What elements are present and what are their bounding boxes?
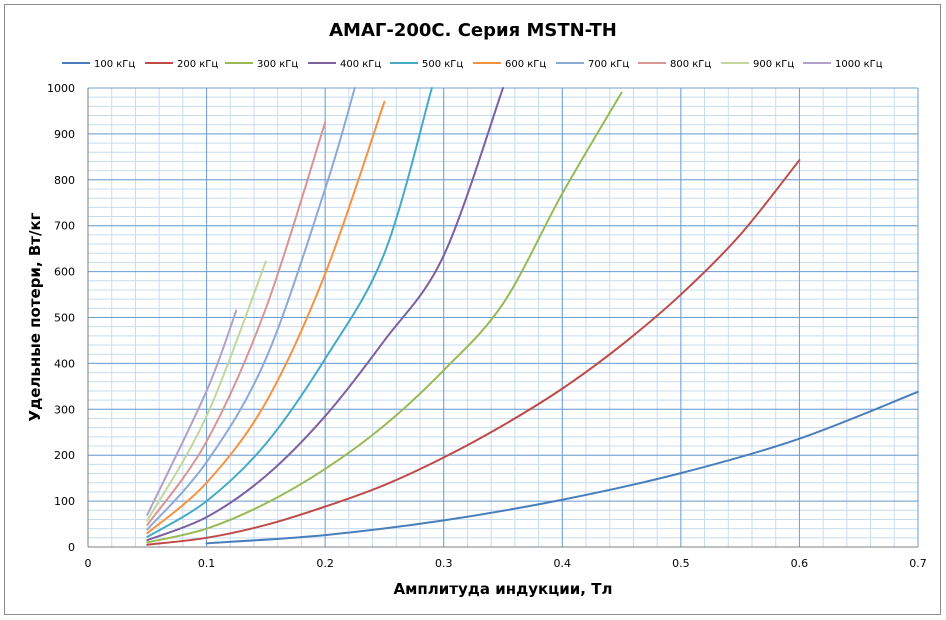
y-tick-label: 300 — [54, 403, 75, 416]
y-tick-label: 900 — [54, 128, 75, 141]
x-tick-label: 0.7 — [909, 557, 927, 570]
legend-label: 800 кГц — [670, 59, 711, 70]
legend-entry: 100 кГц — [62, 59, 135, 70]
y-tick-label: 500 — [54, 312, 75, 325]
legend-entry: 800 кГц — [638, 59, 711, 70]
legend-label: 500 кГц — [422, 59, 463, 70]
series-line-9 — [146, 260, 267, 522]
x-axis-label: Амплитуда индукции, Тл — [394, 580, 613, 598]
legend-label: 1000 кГц — [835, 59, 883, 70]
x-tick-label: 0 — [85, 557, 92, 570]
y-tick-label: 600 — [54, 266, 75, 279]
series-line-3 — [146, 91, 623, 544]
legend-label: 300 кГц — [257, 59, 298, 70]
legend-entry: 400 кГц — [308, 59, 381, 70]
y-tick-label: 700 — [54, 220, 75, 233]
y-tick-label: 200 — [54, 449, 75, 462]
legend-label: 100 кГц — [94, 59, 135, 70]
series-line-6 — [146, 100, 386, 535]
grid — [87, 87, 919, 548]
series-line-7 — [146, 87, 356, 531]
legend-entry: 500 кГц — [390, 59, 463, 70]
series-line-1 — [205, 390, 919, 545]
x-tick-label: 0.5 — [672, 557, 690, 570]
legend-label: 700 кГц — [588, 59, 629, 70]
y-tick-label: 100 — [54, 495, 75, 508]
x-tick-label: 0.3 — [435, 557, 453, 570]
legend-label: 200 кГц — [177, 59, 218, 70]
tick-labels: 0 0.1 0.2 0.3 0.4 0.5 0.6 0.7 0 100 200 300 400 500 60… — [47, 82, 927, 570]
x-tick-label: 0.6 — [791, 557, 809, 570]
chart-frame — [4, 4, 941, 615]
legend-entry: 600 кГц — [473, 59, 546, 70]
legend-label: 600 кГц — [505, 59, 546, 70]
y-tick-label: 800 — [54, 174, 75, 187]
y-tick-label: 1000 — [47, 82, 75, 95]
series-layer — [146, 87, 919, 546]
x-tick-label: 0.2 — [316, 557, 334, 570]
legend-entry: 900 кГц — [721, 59, 794, 70]
series-line-4 — [146, 87, 504, 542]
axes — [87, 88, 918, 548]
series-line-8 — [146, 121, 327, 526]
x-tick-label: 0.4 — [554, 557, 572, 570]
chart-title: АМАГ-200С. Серия MSTN-TH — [329, 20, 617, 41]
legend-label: 400 кГц — [340, 59, 381, 70]
legend-entry: 300 кГц — [225, 59, 298, 70]
legend-entry: 1000 кГц — [803, 59, 883, 70]
series-line-10 — [146, 309, 238, 516]
series-line-2 — [146, 159, 801, 546]
y-axis-label: Удельные потери, Вт/кг — [26, 212, 44, 421]
legend-entry: 700 кГц — [556, 59, 629, 70]
legend: 100 кГц 200 кГц 300 кГц 400 кГц 500 кГц 600 к… — [62, 59, 883, 70]
x-tick-label: 0.1 — [198, 557, 216, 570]
y-tick-label: 0 — [68, 541, 75, 554]
y-tick-label: 400 — [54, 357, 75, 370]
legend-entry: 200 кГц — [145, 59, 218, 70]
legend-label: 900 кГц — [753, 59, 794, 70]
series-line-5 — [146, 87, 433, 538]
